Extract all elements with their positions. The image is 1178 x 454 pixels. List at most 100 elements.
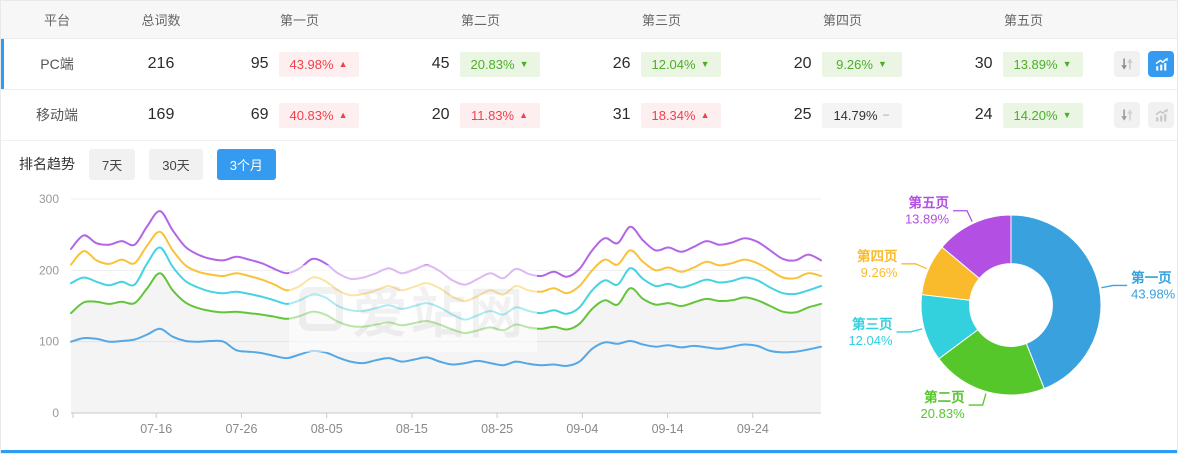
page5-change-badge: 14.20% ▼ (1002, 102, 1083, 128)
tab-range-1[interactable]: 30天 (149, 148, 203, 180)
page4-count: 25 (793, 106, 812, 123)
page4-cell: 20 9.26% ▼ (752, 51, 933, 77)
page2-change-badge: 11.83% ▲ (459, 102, 540, 128)
up-arrow-icon: ▲ (338, 109, 348, 120)
svg-text:第一页: 第一页 (1131, 269, 1172, 285)
down-arrow-icon: ▼ (1062, 109, 1072, 120)
sort-arrows-icon (1121, 58, 1133, 70)
col-header-total-words: 总词数 (141, 13, 181, 28)
svg-text:第四页: 第四页 (857, 248, 898, 264)
svg-text:300: 300 (39, 192, 59, 206)
col-header-page5: 第五页 (1003, 13, 1043, 28)
row-actions (1114, 51, 1177, 77)
col-header-page2: 第二页 (460, 13, 500, 28)
svg-text:08-15: 08-15 (396, 422, 428, 436)
sort-arrows-button[interactable] (1114, 51, 1140, 77)
tab-range-0[interactable]: 7天 (89, 148, 136, 180)
page4-change-badge: 9.26% ▼ (821, 51, 902, 77)
page4-count: 20 (793, 55, 812, 72)
svg-text:08-25: 08-25 (481, 422, 513, 436)
page3-cell: 26 12.04% ▼ (571, 51, 752, 77)
table-header: 平台 总词数 第一页 第二页 第三页 第四页 第五页 (1, 1, 1177, 39)
page1-cell: 95 43.98% ▲ (209, 51, 390, 77)
page4-cell: 25 14.79% − (752, 102, 933, 128)
sort-arrows-button[interactable] (1114, 102, 1140, 128)
page5-change-badge: 13.89% ▼ (1002, 51, 1083, 77)
svg-text:9.26%: 9.26% (861, 265, 898, 280)
trend-chart-icon (1155, 57, 1168, 70)
svg-text:09-24: 09-24 (737, 422, 769, 436)
col-header-page4: 第四页 (822, 13, 862, 28)
up-arrow-icon: ▲ (519, 109, 529, 120)
page1-change-badge: 40.83% ▲ (278, 102, 359, 128)
row-actions (1114, 102, 1177, 128)
page1-count: 95 (250, 55, 269, 72)
total-words-value: 216 (147, 55, 175, 72)
charts-area: 0 100 200 300 07-16 07-26 08-05 08-15 08-25 09-04… (1, 187, 1177, 453)
page2-count: 20 (431, 106, 450, 123)
up-arrow-icon: ▲ (338, 58, 348, 69)
svg-text:07-26: 07-26 (225, 422, 257, 436)
show-trend-chart-button[interactable] (1148, 51, 1174, 77)
svg-text:0: 0 (52, 406, 59, 420)
svg-text:20.83%: 20.83% (921, 406, 966, 421)
page1-cell: 69 40.83% ▲ (209, 102, 390, 128)
bottom-accent-line (1, 450, 1177, 453)
trend-toolbar: 排名趋势 7天 30天 3个月 (1, 141, 1177, 187)
page2-count: 45 (431, 55, 450, 72)
up-arrow-icon: ▲ (700, 109, 710, 120)
table-row-pc[interactable]: PC端 216 95 43.98% ▲ 45 20.83% ▼ 26 12.04% ▼… (1, 39, 1177, 90)
show-trend-chart-button[interactable] (1148, 102, 1174, 128)
selected-row-indicator (1, 39, 4, 89)
col-header-page1: 第一页 (279, 13, 319, 28)
page3-count: 26 (612, 55, 631, 72)
page5-cell: 30 13.89% ▼ (933, 51, 1114, 77)
platform-name: 移动端 (36, 107, 78, 123)
svg-text:07-16: 07-16 (140, 422, 172, 436)
sort-arrows-icon (1121, 109, 1133, 121)
trend-range-tabs: 7天 30天 3个月 (89, 148, 276, 180)
page2-change-badge: 20.83% ▼ (459, 51, 540, 77)
page4-change-badge: 14.79% − (821, 102, 902, 128)
page2-cell: 20 11.83% ▲ (390, 102, 571, 128)
flat-arrow-icon: − (882, 108, 890, 122)
svg-text:100: 100 (39, 335, 59, 349)
page3-cell: 31 18.34% ▲ (571, 102, 752, 128)
platform-name: PC端 (40, 56, 74, 72)
svg-text:43.98%: 43.98% (1131, 286, 1176, 301)
down-arrow-icon: ▼ (877, 58, 887, 69)
table-row-mobile[interactable]: 移动端 169 69 40.83% ▲ 20 11.83% ▲ 31 18.34% ▲… (1, 90, 1177, 141)
page3-count: 31 (612, 106, 631, 123)
svg-text:13.89%: 13.89% (905, 212, 950, 227)
page1-count: 69 (250, 106, 269, 123)
page5-count: 30 (974, 55, 993, 72)
svg-text:第三页: 第三页 (852, 316, 893, 332)
page5-count: 24 (974, 106, 993, 123)
line-chart-canvas: 0 100 200 300 07-16 07-26 08-05 08-15 08-25 09-04… (39, 192, 822, 436)
svg-text:200: 200 (39, 263, 59, 277)
page5-cell: 24 14.20% ▼ (933, 102, 1114, 128)
down-arrow-icon: ▼ (700, 58, 710, 69)
svg-text:第五页: 第五页 (909, 195, 950, 211)
trend-title: 排名趋势 (19, 156, 75, 172)
col-header-page3: 第三页 (641, 13, 681, 28)
svg-text:08-05: 08-05 (311, 422, 343, 436)
total-words-value: 169 (147, 106, 175, 123)
trend-chart-icon (1155, 108, 1168, 121)
svg-text:09-04: 09-04 (566, 422, 598, 436)
down-arrow-icon: ▼ (1062, 58, 1072, 69)
page2-cell: 45 20.83% ▼ (390, 51, 571, 77)
tab-range-2[interactable]: 3个月 (216, 148, 276, 180)
svg-text:12.04%: 12.04% (848, 333, 893, 348)
page3-change-badge: 12.04% ▼ (640, 51, 721, 77)
page1-change-badge: 43.98% ▲ (278, 51, 359, 77)
page-distribution-donut-chart: 第一页 43.98% 第二页 20.83% 第三页 12.04% 第四页 9.26% 第五页 13… (843, 187, 1177, 453)
rank-trend-line-chart: 0 100 200 300 07-16 07-26 08-05 08-15 08-25 09-04… (1, 187, 843, 453)
page3-change-badge: 18.34% ▲ (640, 102, 721, 128)
down-arrow-icon: ▼ (519, 58, 529, 69)
svg-text:第二页: 第二页 (924, 389, 965, 405)
svg-text:09-14: 09-14 (652, 422, 684, 436)
col-header-platform: 平台 (43, 13, 70, 28)
